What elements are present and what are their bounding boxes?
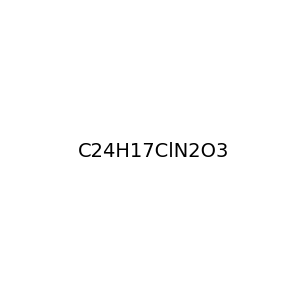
Text: C24H17ClN2O3: C24H17ClN2O3 [78,142,230,161]
